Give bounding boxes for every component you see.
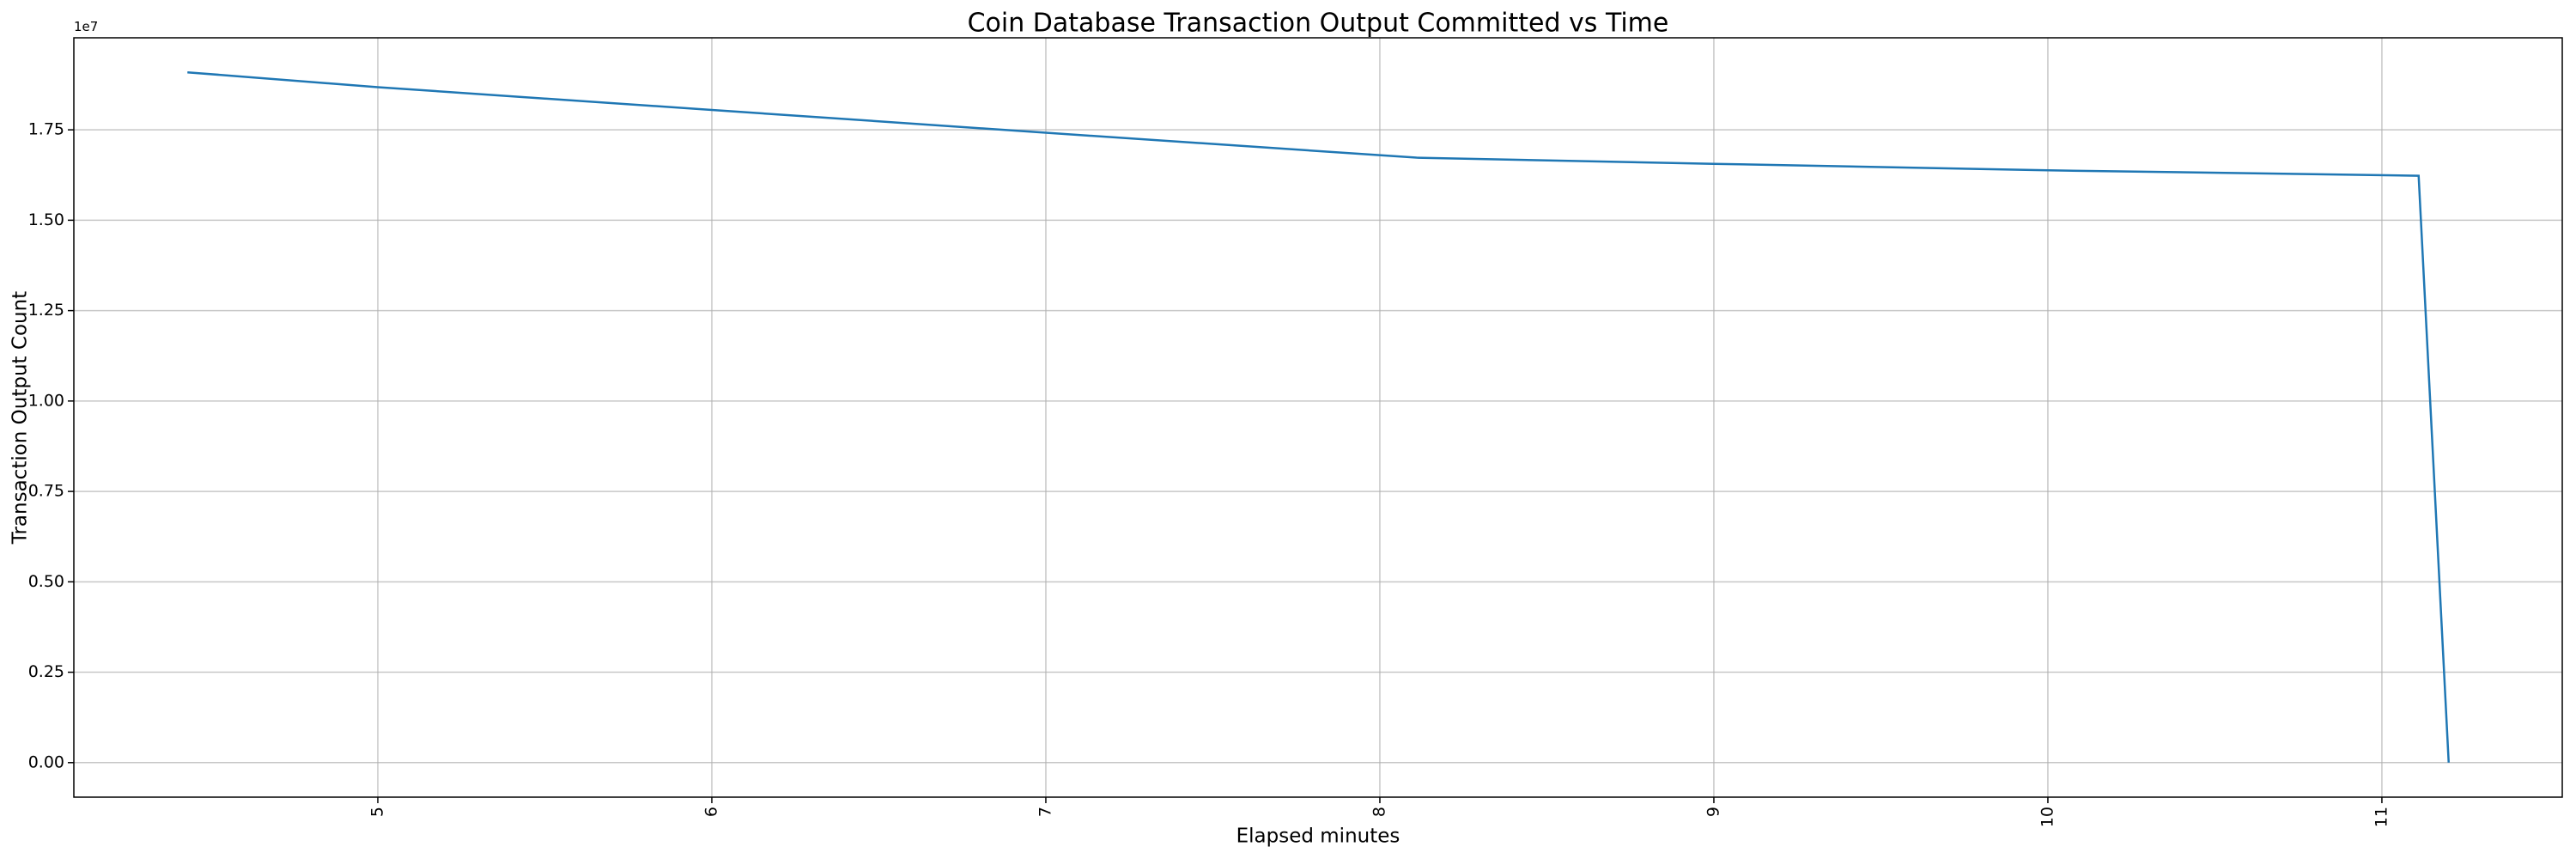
x-tick-label: 10 (2038, 807, 2057, 827)
x-tick-label: 7 (1036, 807, 1054, 817)
y-tick-label: 0.50 (28, 572, 64, 591)
y-tick-label: 1.25 (28, 301, 64, 320)
x-tick-label: 6 (702, 807, 720, 817)
y-tick-label: 1.50 (28, 210, 64, 229)
x-tick-label: 5 (368, 807, 386, 817)
y-offset-label: 1e7 (74, 19, 98, 34)
chart-title: Coin Database Transaction Output Committ… (968, 9, 1669, 39)
data-line (187, 70, 2450, 763)
y-tick-label: 0.25 (28, 662, 64, 681)
plot-frame (73, 37, 2563, 798)
x-tick-label: 9 (1704, 807, 1722, 817)
x-tick-label: 8 (1370, 807, 1388, 817)
y-tick-label: 0.75 (28, 482, 64, 501)
y-tick-label: 1.00 (28, 391, 64, 410)
x-tick-label: 11 (2372, 807, 2391, 827)
x-axis-label: Elapsed minutes (1236, 825, 1400, 848)
y-axis-label: Transaction Output Count (9, 291, 32, 545)
y-tick-label: 0.00 (28, 752, 64, 771)
y-tick-label: 1.75 (28, 120, 64, 139)
